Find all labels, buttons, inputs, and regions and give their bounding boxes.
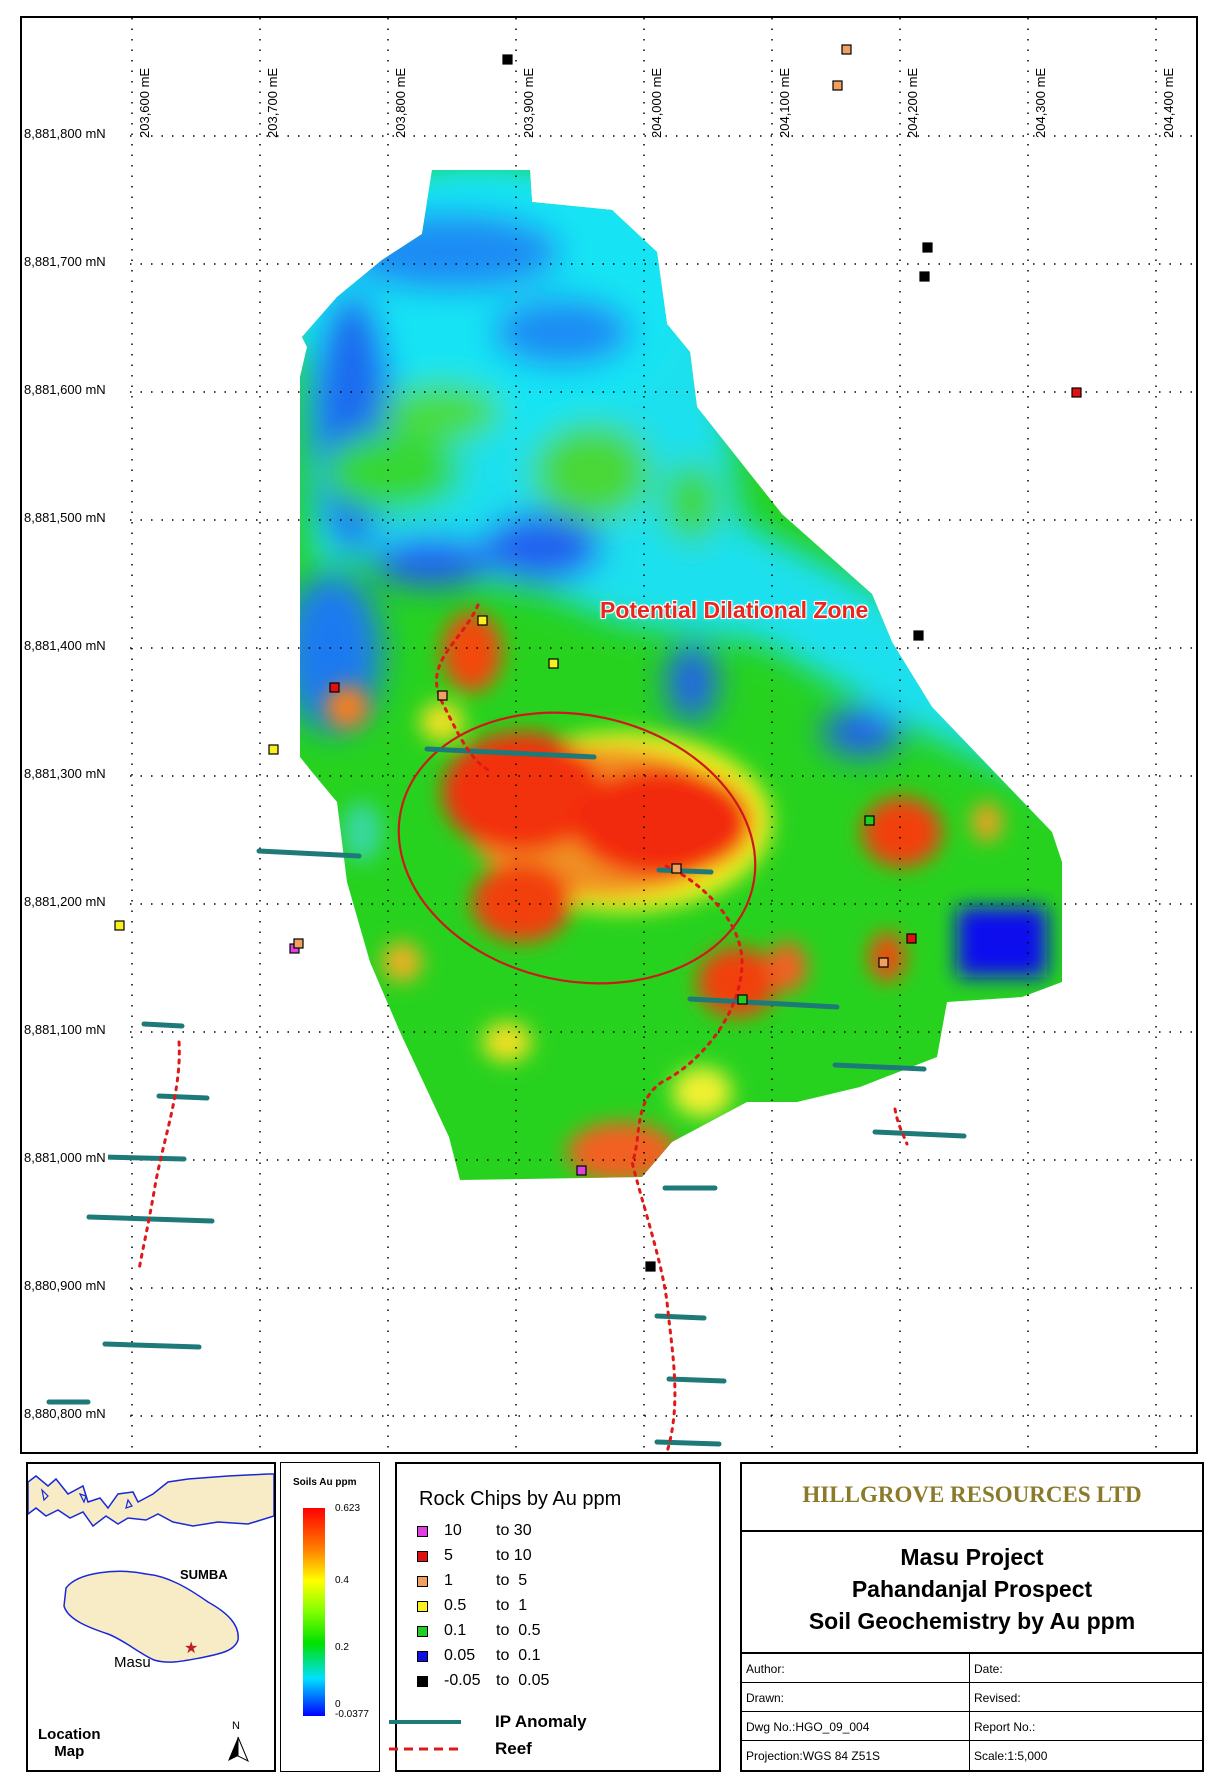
north-arrow-icon [228, 1736, 249, 1763]
rock-legend-item-6: 0.05 to 0.1 [417, 1647, 540, 1665]
rock-legend-to-4: to 1 [496, 1597, 528, 1614]
soil-tick-5: -0.0377 [335, 1709, 369, 1720]
soil-tick-4: 0 [335, 1699, 341, 1710]
soil-heatmap [46, 18, 1196, 1452]
ip-anomaly-label: IP Anomaly [495, 1712, 587, 1731]
title-divider-2 [742, 1652, 1202, 1654]
tb-grid: Author: Date: Drawn: Revised: Dwg No.:HG… [742, 1654, 1202, 1770]
map-frame[interactable]: 203,600 mE 203,700 mE 203,800 mE 203,900… [20, 16, 1198, 1454]
projection-field: Projection:WGS 84 Z51S [746, 1749, 881, 1763]
rock-legend-from-1: 10 [444, 1522, 462, 1539]
reef-swatch [389, 1747, 463, 1751]
easting-label-2: 203,700 mE [265, 67, 280, 138]
easting-label-9: 204,400 mE [1161, 67, 1176, 138]
northing-label-6: 8,881,300 mN [24, 766, 108, 781]
rock-legend-to-3: to 5 [496, 1572, 528, 1589]
soil-tick-3: 0.2 [335, 1642, 349, 1653]
northing-label-10: 8,880,900 mN [24, 1278, 108, 1293]
northing-label-9: 8,881,000 mN [24, 1150, 108, 1165]
soil-tick-1: 0.623 [335, 1503, 361, 1514]
rock-legend-from-6: 0.05 [444, 1647, 476, 1664]
date-field: Date: [974, 1662, 1003, 1676]
easting-label-3: 203,800 mE [393, 67, 408, 138]
ip-anomaly-lines [46, 746, 967, 1447]
rock-legend-from-2: 5 [444, 1547, 453, 1564]
rock-legend-swatch-4 [417, 1600, 428, 1612]
location-map-caption: Location Map [38, 1726, 101, 1760]
soil-legend-panel: Soils Au ppm 0.623 0.4 0.2 0 -0.0377 [280, 1462, 380, 1772]
rock-legend-swatch-6 [417, 1650, 428, 1662]
rock-legend-swatch-2 [417, 1550, 428, 1562]
rock-legend-to-7: to 0.05 [496, 1672, 550, 1689]
rock-legend-item-3: 1 to 5 [417, 1572, 527, 1590]
easting-label-6: 204,100 mE [777, 67, 792, 138]
rock-legend-item-4: 0.5 to 1 [417, 1597, 527, 1615]
rock-legend-item-1: 10 to 30 [417, 1522, 532, 1540]
reef-label: Reef [495, 1739, 532, 1758]
rock-legend-swatch-7 [417, 1675, 428, 1687]
easting-label-8: 204,300 mE [1033, 67, 1048, 138]
rock-legend-panel: Rock Chips by Au ppm 10 to 30 5 to 10 1 … [389, 1462, 721, 1772]
soil-color-ramp [303, 1508, 325, 1716]
northing-label-4: 8,881,500 mN [24, 510, 108, 525]
northing-label-11: 8,880,800 mN [24, 1406, 108, 1421]
subject-title: Soil Geochemistry by Au ppm [808, 1608, 1136, 1634]
flores-coast [28, 1473, 274, 1528]
title-block: HILLGROVE RESOURCES LTD Masu Project Pah… [740, 1462, 1204, 1772]
author-field: Author: [746, 1662, 785, 1676]
drawn-field: Drawn: [746, 1691, 785, 1705]
northing-label-8: 8,881,100 mN [24, 1022, 108, 1037]
soil-tick-2: 0.4 [335, 1575, 349, 1586]
sumba-label: SUMBA [180, 1567, 228, 1582]
north-label: N [232, 1720, 240, 1732]
star-marker: ★ [184, 1638, 198, 1657]
location-caption-line2: Map [54, 1743, 85, 1760]
rock-legend-from-3: 1 [444, 1572, 453, 1589]
dilational-zone-ellipse [397, 711, 757, 985]
report-no-field: Report No.: [974, 1720, 1036, 1734]
easting-label-1: 203,600 mE [137, 67, 152, 138]
rock-legend-swatch-1 [417, 1525, 428, 1537]
revised-field: Revised: [974, 1691, 1021, 1705]
prospect-title: Pahandanjal Prospect [851, 1576, 1093, 1602]
rock-legend-item-7: -0.05 to 0.05 [417, 1672, 549, 1690]
rock-legend-title: Rock Chips by Au ppm [419, 1488, 622, 1510]
rock-legend-from-4: 0.5 [444, 1597, 467, 1614]
location-caption-line1: Location [38, 1726, 101, 1743]
rock-chip-samples [114, 44, 1082, 1272]
dwg-no-field: Dwg No.:HGO_09_004 [746, 1720, 870, 1734]
dilational-zone-label: Potential Dilational Zone [600, 597, 869, 623]
rock-legend-swatch-5 [417, 1625, 428, 1637]
rock-legend-from-5: 0.1 [444, 1622, 467, 1639]
northing-label-2: 8,881,700 mN [24, 254, 108, 269]
company-name: HILLGROVE RESOURCES LTD [802, 1482, 1142, 1507]
rock-legend-to-6: to 0.1 [496, 1647, 541, 1664]
project-title: Masu Project [900, 1544, 1044, 1570]
easting-label-4: 203,900 mE [521, 67, 536, 138]
northing-label-5: 8,881,400 mN [24, 638, 108, 653]
sumba-island [63, 1570, 239, 1663]
rock-legend-from-7: -0.05 [444, 1672, 481, 1689]
location-map-graphic: ★ [28, 1473, 274, 1763]
ip-anomaly-swatch [389, 1720, 461, 1724]
location-map-panel: ★ SUMBA Masu N Location Map [26, 1462, 276, 1772]
rock-legend-item-2: 5 to 10 [417, 1547, 532, 1565]
reef-lines [137, 603, 909, 1452]
rock-legend-to-2: to 10 [496, 1547, 532, 1564]
rock-legend-swatch-3 [417, 1575, 428, 1587]
rock-legend-to-1: to 30 [496, 1522, 532, 1539]
rock-legend-item-5: 0.1 to 0.5 [417, 1622, 540, 1640]
northing-label-3: 8,881,600 mN [24, 382, 108, 397]
scale-field: Scale:1:5,000 [974, 1749, 1048, 1763]
northing-label-1: 8,881,800 mN [24, 126, 108, 141]
easting-label-7: 204,200 mE [905, 67, 920, 138]
easting-label-5: 204,000 mE [649, 67, 664, 138]
northing-label-7: 8,881,200 mN [24, 894, 108, 909]
rock-legend-to-5: to 0.5 [496, 1622, 541, 1639]
soil-legend-title: Soils Au ppm [293, 1477, 357, 1488]
masu-label: Masu [114, 1654, 151, 1671]
title-divider-1 [742, 1530, 1202, 1532]
